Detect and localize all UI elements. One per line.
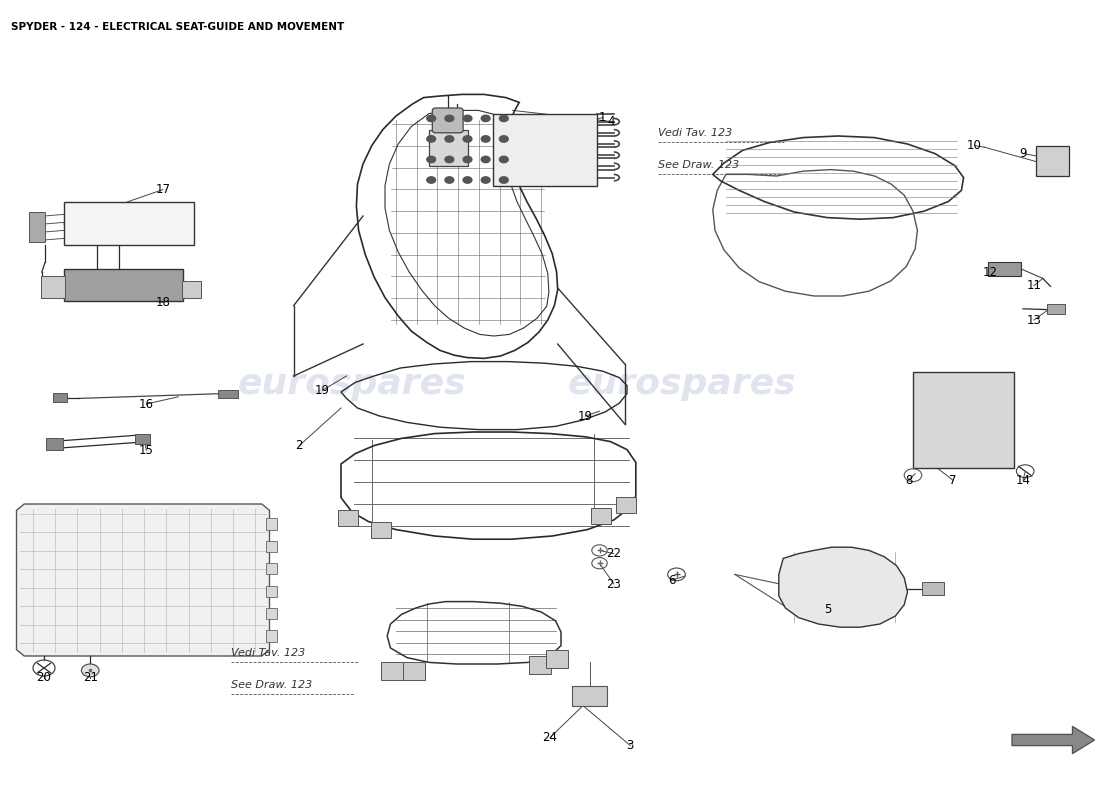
- Circle shape: [482, 136, 490, 142]
- Text: 16: 16: [139, 398, 154, 410]
- Text: 19: 19: [315, 384, 330, 397]
- Circle shape: [81, 664, 99, 677]
- Text: 2: 2: [296, 439, 303, 452]
- Text: 11: 11: [1026, 279, 1042, 292]
- Text: 14: 14: [1015, 474, 1031, 486]
- Text: 4: 4: [608, 115, 615, 128]
- FancyBboxPatch shape: [429, 130, 468, 166]
- Text: Vedi Tav. 123: Vedi Tav. 123: [658, 128, 733, 138]
- FancyBboxPatch shape: [41, 276, 65, 298]
- Polygon shape: [1012, 726, 1094, 754]
- FancyBboxPatch shape: [266, 518, 277, 530]
- FancyBboxPatch shape: [64, 202, 194, 245]
- FancyBboxPatch shape: [266, 563, 277, 574]
- Circle shape: [482, 177, 490, 183]
- FancyBboxPatch shape: [266, 586, 277, 597]
- FancyBboxPatch shape: [29, 212, 45, 242]
- Text: 23: 23: [606, 578, 621, 590]
- FancyBboxPatch shape: [616, 497, 636, 513]
- Text: 1: 1: [600, 111, 606, 124]
- Polygon shape: [16, 504, 270, 656]
- Text: 22: 22: [606, 547, 621, 560]
- Circle shape: [499, 115, 508, 122]
- FancyBboxPatch shape: [64, 269, 183, 301]
- FancyBboxPatch shape: [572, 686, 607, 706]
- Circle shape: [427, 177, 436, 183]
- Circle shape: [463, 115, 472, 122]
- FancyBboxPatch shape: [913, 372, 1014, 468]
- Polygon shape: [779, 547, 908, 627]
- Text: 24: 24: [542, 731, 558, 744]
- Circle shape: [444, 156, 453, 162]
- FancyBboxPatch shape: [46, 438, 63, 450]
- FancyBboxPatch shape: [371, 522, 390, 538]
- Text: 9: 9: [1020, 147, 1026, 160]
- Circle shape: [463, 177, 472, 183]
- Circle shape: [444, 115, 453, 122]
- Text: 13: 13: [1026, 314, 1042, 326]
- Circle shape: [427, 156, 436, 162]
- FancyBboxPatch shape: [266, 630, 277, 642]
- Text: eurospares: eurospares: [238, 367, 466, 401]
- Circle shape: [427, 136, 436, 142]
- Text: Vedi Tav. 123: Vedi Tav. 123: [231, 648, 306, 658]
- Circle shape: [463, 136, 472, 142]
- Circle shape: [444, 177, 453, 183]
- FancyBboxPatch shape: [135, 434, 150, 444]
- Text: See Draw. 123: See Draw. 123: [231, 680, 312, 690]
- Text: 12: 12: [982, 266, 998, 278]
- Circle shape: [427, 115, 436, 122]
- FancyBboxPatch shape: [218, 390, 238, 398]
- FancyBboxPatch shape: [591, 508, 611, 524]
- Text: 5: 5: [825, 603, 832, 616]
- Text: 17: 17: [155, 183, 170, 196]
- FancyBboxPatch shape: [432, 108, 463, 133]
- Text: 3: 3: [627, 739, 634, 752]
- Text: 7: 7: [949, 474, 956, 486]
- Text: 20: 20: [36, 671, 52, 684]
- Circle shape: [499, 177, 508, 183]
- Circle shape: [482, 156, 490, 162]
- FancyBboxPatch shape: [1036, 146, 1069, 176]
- Circle shape: [463, 156, 472, 162]
- Text: 18: 18: [155, 296, 170, 309]
- FancyBboxPatch shape: [381, 662, 403, 680]
- Text: 6: 6: [669, 574, 675, 586]
- FancyBboxPatch shape: [922, 582, 944, 595]
- Text: eurospares: eurospares: [568, 367, 796, 401]
- FancyBboxPatch shape: [53, 393, 67, 402]
- FancyBboxPatch shape: [546, 650, 568, 668]
- Text: 10: 10: [967, 139, 982, 152]
- FancyBboxPatch shape: [403, 662, 425, 680]
- Circle shape: [499, 136, 508, 142]
- Text: SPYDER - 124 - ELECTRICAL SEAT-GUIDE AND MOVEMENT: SPYDER - 124 - ELECTRICAL SEAT-GUIDE AND…: [11, 22, 344, 32]
- FancyBboxPatch shape: [266, 608, 277, 619]
- FancyBboxPatch shape: [338, 510, 358, 526]
- Circle shape: [482, 115, 490, 122]
- Circle shape: [444, 136, 453, 142]
- FancyBboxPatch shape: [988, 262, 1021, 276]
- Text: 19: 19: [578, 410, 593, 422]
- Circle shape: [499, 156, 508, 162]
- Text: See Draw. 123: See Draw. 123: [658, 160, 739, 170]
- FancyBboxPatch shape: [266, 541, 277, 552]
- Text: 21: 21: [82, 671, 98, 684]
- FancyBboxPatch shape: [182, 281, 201, 298]
- FancyBboxPatch shape: [493, 114, 597, 186]
- Text: 15: 15: [139, 444, 154, 457]
- Text: 8: 8: [905, 474, 912, 486]
- FancyBboxPatch shape: [529, 656, 551, 674]
- FancyBboxPatch shape: [1047, 304, 1065, 314]
